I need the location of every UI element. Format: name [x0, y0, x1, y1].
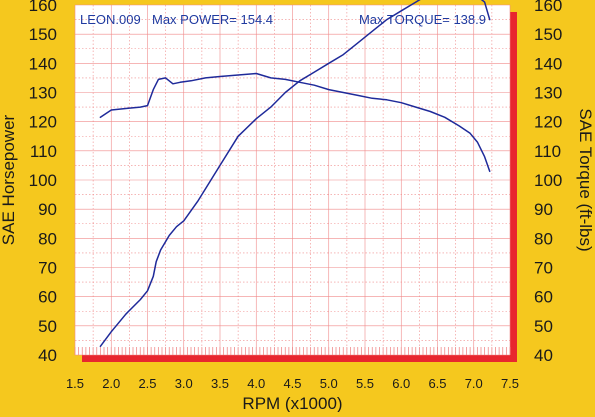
- x-tick-label: 3.0: [175, 376, 193, 391]
- y-left-tick-label: 80: [38, 229, 57, 248]
- y-right-tick-label: 140: [534, 54, 562, 73]
- series-layer: [99, 0, 491, 348]
- y-left-tick-label: 160: [29, 0, 57, 15]
- tick-labels: 1.5 2.0 2.5 3.0 3.5 4.0 4.5 5.0 5.5 6.0 6.5 7.0 7.5 4…: [29, 0, 563, 391]
- x-tick-label: 4.0: [247, 376, 265, 391]
- y-right-tick-label: 80: [534, 229, 553, 248]
- y-right-tick-label: 150: [534, 25, 562, 44]
- grid: [74, 4, 511, 356]
- y-left-tick-label: 130: [29, 84, 57, 103]
- x-tick-label: 5.5: [356, 376, 374, 391]
- run-id-label: LEON.009: [80, 12, 141, 27]
- torque-line: [99, 72, 491, 173]
- y-left-tick-label: 140: [29, 54, 57, 73]
- y-axis-right-title: SAE Torque (ft-lbs): [576, 108, 595, 251]
- x-tick-label: 6.0: [392, 376, 410, 391]
- x-tick-label: 7.5: [501, 376, 519, 391]
- y-left-tick-label: 110: [30, 142, 57, 161]
- y-right-tick-label: 110: [534, 142, 561, 161]
- y-left-tick-label: 40: [38, 346, 57, 365]
- x-tick-label: 3.5: [211, 376, 229, 391]
- y-left-tick-label: 100: [29, 171, 57, 190]
- y-axis-left-title: SAE Horsepower: [0, 114, 18, 245]
- max-power-label: Max POWER= 154.4: [152, 12, 273, 27]
- y-right-tick-label: 100: [534, 171, 562, 190]
- x-tick-label: 6.5: [428, 376, 446, 391]
- y-right-tick-label: 70: [534, 259, 553, 278]
- y-left-tick-label: 70: [38, 259, 57, 278]
- y-right-tick-label: 50: [534, 317, 553, 336]
- x-tick-label: 7.0: [465, 376, 483, 391]
- y-right-tick-label: 60: [534, 288, 553, 307]
- y-right-tick-label: 160: [534, 0, 562, 15]
- y-left-tick-label: 120: [29, 113, 57, 132]
- x-axis-title: RPM (x1000): [242, 394, 342, 412]
- x-tick-label: 1.5: [66, 376, 84, 391]
- y-left-tick-label: 90: [38, 200, 57, 219]
- y-right-tick-label: 130: [534, 84, 562, 103]
- y-left-tick-label: 50: [38, 317, 57, 336]
- y-right-tick-label: 120: [534, 113, 562, 132]
- x-tick-label: 2.0: [102, 376, 120, 391]
- y-right-tick-label: 40: [534, 346, 553, 365]
- x-tick-label: 2.5: [138, 376, 156, 391]
- max-torque-label: Max TORQUE= 138.9: [359, 12, 486, 27]
- y-right-tick-label: 90: [534, 200, 553, 219]
- x-tick-label: 5.0: [320, 376, 338, 391]
- x-tick-label: 4.5: [283, 376, 301, 391]
- y-left-tick-label: 60: [38, 288, 57, 307]
- y-left-tick-label: 150: [29, 25, 57, 44]
- horsepower-line: [99, 0, 491, 348]
